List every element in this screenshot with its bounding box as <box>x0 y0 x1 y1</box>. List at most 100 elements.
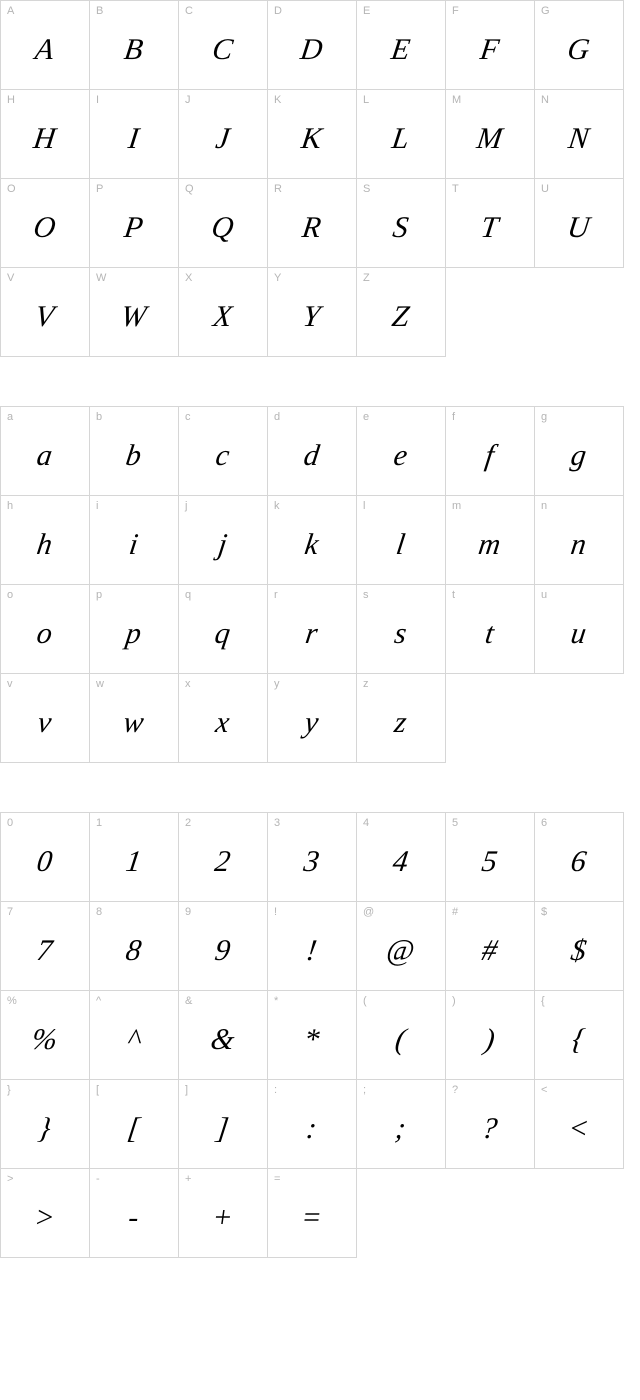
glyph-label: [ <box>96 1084 99 1096</box>
glyph-display: & <box>177 1023 270 1057</box>
glyph-cell: 99 <box>178 901 268 991</box>
glyph-label: 1 <box>96 817 102 829</box>
glyph-display: J <box>177 122 270 156</box>
character-map: AABBCCDDEEFFGGHHIIJJKKLLMMNNOOPPQQRRSSTT… <box>0 0 640 1258</box>
glyph-cell: aa <box>0 406 90 496</box>
glyph-display: c <box>177 439 270 473</box>
glyph-cell: NN <box>534 89 624 179</box>
glyph-label: T <box>452 183 459 195</box>
glyph-label: E <box>363 5 370 17</box>
glyph-display: { <box>533 1023 626 1057</box>
glyph-display: O <box>0 211 91 245</box>
glyph-display: R <box>266 211 359 245</box>
glyph-label: t <box>452 589 455 601</box>
glyph-cell: UU <box>534 178 624 268</box>
glyph-display: @ <box>355 934 448 968</box>
glyph-cell: 33 <box>267 812 357 902</box>
glyph-display: > <box>0 1201 91 1235</box>
glyph-label: Y <box>274 272 281 284</box>
glyph-display: n <box>533 528 626 562</box>
glyph-cell: 77 <box>0 901 90 991</box>
glyph-cell: (( <box>356 990 446 1080</box>
glyph-label: h <box>7 500 13 512</box>
glyph-cell: jj <box>178 495 268 585</box>
glyph-cell: oo <box>0 584 90 674</box>
glyph-label: f <box>452 411 455 423</box>
glyph-cell: kk <box>267 495 357 585</box>
glyph-cell: 22 <box>178 812 268 902</box>
glyph-display: 3 <box>266 845 359 879</box>
glyph-label: ( <box>363 995 367 1007</box>
glyph-label: ; <box>363 1084 366 1096</box>
glyph-label: g <box>541 411 547 423</box>
glyph-label: & <box>185 995 192 1007</box>
glyph-cell: OO <box>0 178 90 268</box>
glyph-display: s <box>355 617 448 651</box>
glyph-display: 9 <box>177 934 270 968</box>
glyph-cell: {{ <box>534 990 624 1080</box>
glyph-display: V <box>0 300 91 334</box>
glyph-label: = <box>274 1173 280 1185</box>
glyph-display: G <box>533 33 626 67</box>
glyph-label: N <box>541 94 549 106</box>
glyph-cell: xx <box>178 673 268 763</box>
glyph-display: b <box>88 439 181 473</box>
glyph-label: V <box>7 272 14 284</box>
glyph-cell: ff <box>445 406 535 496</box>
glyph-cell: VV <box>0 267 90 357</box>
glyph-row: %%^^&&**(()){{ <box>1 991 640 1080</box>
glyph-display: p <box>88 617 181 651</box>
glyph-label: e <box>363 411 369 423</box>
glyph-display: Y <box>266 300 359 334</box>
glyph-cell: 00 <box>0 812 90 902</box>
glyph-display: I <box>88 122 181 156</box>
glyph-label: 5 <box>452 817 458 829</box>
glyph-label: < <box>541 1084 547 1096</box>
glyph-label: p <box>96 589 102 601</box>
glyph-label: n <box>541 500 547 512</box>
glyph-display: Z <box>355 300 448 334</box>
glyph-cell: 44 <box>356 812 446 902</box>
glyph-cell: && <box>178 990 268 1080</box>
glyph-cell: WW <box>89 267 179 357</box>
glyph-label: + <box>185 1173 191 1185</box>
glyph-label: z <box>363 678 369 690</box>
glyph-display: M <box>444 122 537 156</box>
glyph-display: o <box>0 617 91 651</box>
glyph-row: aabbccddeeffgg <box>1 407 640 496</box>
glyph-display: r <box>266 617 359 651</box>
glyph-cell: 88 <box>89 901 179 991</box>
glyph-display: 6 <box>533 845 626 879</box>
glyph-label: Z <box>363 272 370 284</box>
glyph-cell: ;; <box>356 1079 446 1169</box>
glyph-display: ( <box>355 1023 448 1057</box>
glyph-label: x <box>185 678 191 690</box>
glyph-display: A <box>0 33 91 67</box>
glyph-label: I <box>96 94 99 106</box>
glyph-label: R <box>274 183 282 195</box>
glyph-label: c <box>185 411 191 423</box>
glyph-display: L <box>355 122 448 156</box>
glyph-label: y <box>274 678 280 690</box>
glyph-cell: ZZ <box>356 267 446 357</box>
glyph-cell: HH <box>0 89 90 179</box>
glyph-display: f <box>444 439 537 473</box>
glyph-display: ; <box>355 1112 448 1146</box>
glyph-row: OOPPQQRRSSTTUU <box>1 179 640 268</box>
glyph-cell: $$ <box>534 901 624 991</box>
glyph-cell: KK <box>267 89 357 179</box>
glyph-display: q <box>177 617 270 651</box>
glyph-row: VVWWXXYYZZ <box>1 268 640 357</box>
glyph-label: ! <box>274 906 277 918</box>
glyph-cell: ?? <box>445 1079 535 1169</box>
glyph-display: C <box>177 33 270 67</box>
glyph-display: k <box>266 528 359 562</box>
glyph-label: S <box>363 183 370 195</box>
glyph-label: ^ <box>96 995 101 1007</box>
glyph-cell: == <box>267 1168 357 1258</box>
glyph-display: ) <box>444 1023 537 1057</box>
glyph-label: ? <box>452 1084 458 1096</box>
glyph-cell: >> <box>0 1168 90 1258</box>
glyph-cell: hh <box>0 495 90 585</box>
glyph-label: i <box>96 500 98 512</box>
